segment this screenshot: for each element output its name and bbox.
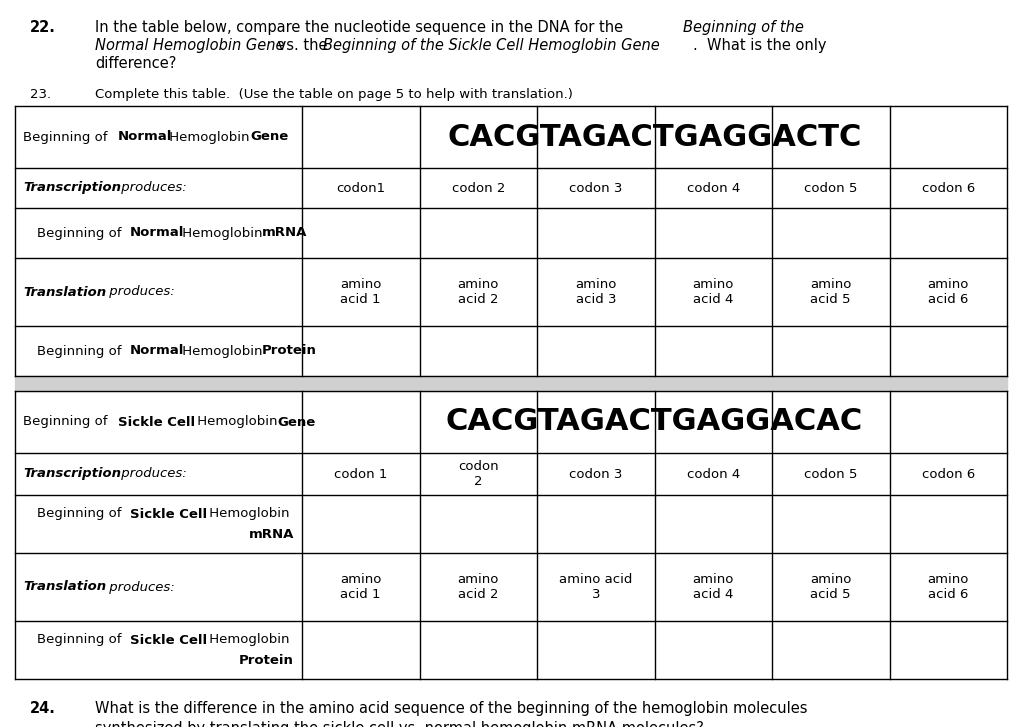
Text: codon1: codon1 — [336, 182, 385, 195]
Text: Protein: Protein — [239, 654, 294, 667]
Text: Normal: Normal — [130, 227, 184, 239]
Text: Transcription: Transcription — [24, 467, 121, 481]
Text: Hemoglobin: Hemoglobin — [205, 507, 289, 521]
Text: Complete this table.  (Use the table on page 5 to help with translation.): Complete this table. (Use the table on p… — [95, 88, 573, 101]
Text: Normal: Normal — [118, 131, 173, 143]
Text: codon 2: codon 2 — [452, 182, 505, 195]
Text: amino
acid 6: amino acid 6 — [928, 278, 969, 306]
Text: codon 3: codon 3 — [569, 467, 622, 481]
Text: Hemoglobin: Hemoglobin — [193, 416, 282, 428]
Text: codon 5: codon 5 — [804, 467, 857, 481]
Text: codon 1: codon 1 — [334, 467, 387, 481]
Text: CACGTAGACTGAGGACTC: CACGTAGACTGAGGACTC — [448, 123, 862, 151]
Text: Translation: Translation — [24, 580, 106, 593]
Text: produces:: produces: — [105, 580, 175, 593]
Text: 24.: 24. — [30, 701, 56, 716]
Text: Beginning of: Beginning of — [37, 227, 126, 239]
Text: codon 4: codon 4 — [687, 182, 740, 195]
Text: Sickle Cell: Sickle Cell — [118, 416, 195, 428]
Text: What is the difference in the amino acid sequence of the beginning of the hemogl: What is the difference in the amino acid… — [95, 701, 807, 716]
Text: codon 5: codon 5 — [804, 182, 857, 195]
Text: Protein: Protein — [262, 345, 317, 358]
Text: synthesized by translating the sickle cell vs. normal hemoglobin mRNA molecules?: synthesized by translating the sickle ce… — [95, 721, 704, 727]
Text: Beginning of: Beginning of — [37, 633, 126, 646]
Text: amino
acid 6: amino acid 6 — [928, 573, 969, 601]
Text: Beginning of the Sickle Cell Hemoglobin Gene: Beginning of the Sickle Cell Hemoglobin … — [323, 38, 660, 53]
Text: amino
acid 1: amino acid 1 — [340, 278, 381, 306]
Text: codon
2: codon 2 — [458, 460, 499, 488]
Text: Beginning of the: Beginning of the — [683, 20, 804, 35]
Text: codon 3: codon 3 — [569, 182, 622, 195]
Text: produces:: produces: — [105, 286, 175, 299]
Text: difference?: difference? — [95, 56, 177, 71]
Text: produces:: produces: — [117, 182, 187, 195]
Text: vs. the: vs. the — [273, 38, 332, 53]
Text: Gene: Gene — [250, 131, 288, 143]
Text: Beginning of: Beginning of — [24, 416, 111, 428]
Text: Beginning of: Beginning of — [37, 345, 126, 358]
Text: codon 6: codon 6 — [922, 182, 975, 195]
Text: 22.: 22. — [30, 20, 56, 35]
Text: Transcription: Transcription — [24, 182, 121, 195]
Text: amino
acid 5: amino acid 5 — [810, 278, 851, 306]
Text: Gene: Gene — [277, 416, 315, 428]
Text: codon 6: codon 6 — [922, 467, 975, 481]
Text: amino
acid 3: amino acid 3 — [575, 278, 616, 306]
Text: Beginning of: Beginning of — [37, 507, 126, 521]
Text: Normal: Normal — [130, 345, 184, 358]
Text: CACGTAGACTGAGGACAC: CACGTAGACTGAGGACAC — [446, 408, 864, 436]
Text: amino
acid 4: amino acid 4 — [693, 573, 734, 601]
Text: mRNA: mRNA — [248, 528, 294, 540]
Text: amino
acid 5: amino acid 5 — [810, 573, 851, 601]
Text: Sickle Cell: Sickle Cell — [130, 633, 207, 646]
Text: Hemoglobin: Hemoglobin — [178, 227, 267, 239]
Text: Sickle Cell: Sickle Cell — [130, 507, 207, 521]
Text: Translation: Translation — [24, 286, 106, 299]
Text: Normal Hemoglobin Gene: Normal Hemoglobin Gene — [95, 38, 284, 53]
Text: Hemoglobin: Hemoglobin — [165, 131, 253, 143]
Text: 23.: 23. — [30, 88, 51, 101]
Text: amino
acid 1: amino acid 1 — [340, 573, 381, 601]
Text: Beginning of: Beginning of — [24, 131, 111, 143]
Text: amino
acid 2: amino acid 2 — [458, 278, 499, 306]
Text: produces:: produces: — [117, 467, 187, 481]
Text: amino
acid 2: amino acid 2 — [458, 573, 499, 601]
Text: codon 4: codon 4 — [687, 467, 740, 481]
Text: Hemoglobin: Hemoglobin — [178, 345, 267, 358]
Text: .  What is the only: . What is the only — [693, 38, 827, 53]
Text: mRNA: mRNA — [262, 227, 308, 239]
Text: amino acid
3: amino acid 3 — [559, 573, 633, 601]
Text: amino
acid 4: amino acid 4 — [693, 278, 734, 306]
Text: In the table below, compare the nucleotide sequence in the DNA for the: In the table below, compare the nucleoti… — [95, 20, 628, 35]
Text: Hemoglobin: Hemoglobin — [205, 633, 289, 646]
